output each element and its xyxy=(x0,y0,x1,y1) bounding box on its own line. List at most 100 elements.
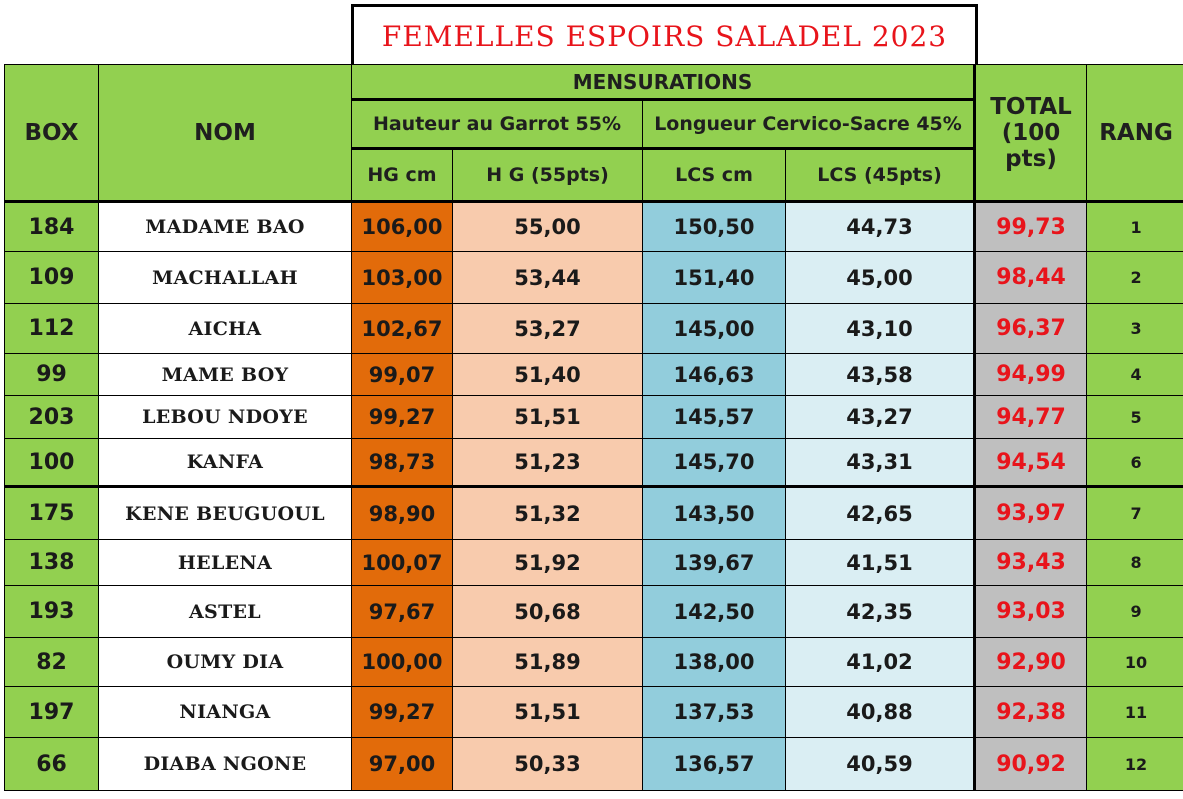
hg-pts-cell: 55,00 xyxy=(452,201,643,252)
total-cell: 93,97 xyxy=(974,485,1088,540)
rang-cell: 1 xyxy=(1086,201,1183,252)
table-row: 193 ASTEL 97,67 50,68 142,50 42,35 93,03… xyxy=(4,585,1183,638)
box-cell: 203 xyxy=(4,395,99,439)
box-cell: 175 xyxy=(4,485,99,540)
hg-pts-cell: 53,27 xyxy=(452,303,643,354)
box-cell: 112 xyxy=(4,303,99,354)
table-row: 203 LEBOU NDOYE 99,27 51,51 145,57 43,27… xyxy=(4,395,1183,439)
rang-cell: 9 xyxy=(1086,585,1183,638)
header-box: BOX xyxy=(4,64,99,203)
results-table: BOX NOM MENSURATIONS TOTAL (100 pts) RAN… xyxy=(4,64,1183,791)
header-lcs-pts: LCS (45pts) xyxy=(784,148,977,203)
box-cell: 100 xyxy=(4,438,99,487)
total-cell: 92,90 xyxy=(974,637,1088,687)
rang-cell: 2 xyxy=(1086,251,1183,304)
box-cell: 138 xyxy=(4,539,99,586)
hg-cm-cell: 99,27 xyxy=(351,686,453,738)
lcs-cm-cell: 150,50 xyxy=(642,201,786,252)
hg-pts-cell: 51,40 xyxy=(452,353,643,396)
total-cell: 94,54 xyxy=(974,438,1088,487)
name-cell: AICHA xyxy=(98,303,352,354)
rang-cell: 5 xyxy=(1086,395,1183,439)
table-row: 82 OUMY DIA 100,00 51,89 138,00 41,02 92… xyxy=(4,637,1183,687)
lcs-pts-cell: 45,00 xyxy=(784,251,977,304)
total-cell: 94,77 xyxy=(974,395,1088,439)
lcs-cm-cell: 139,67 xyxy=(642,539,786,586)
lcs-cm-cell: 142,50 xyxy=(642,585,786,638)
lcs-cm-cell: 146,63 xyxy=(642,353,786,396)
total-cell: 94,99 xyxy=(974,353,1088,396)
hg-pts-cell: 53,44 xyxy=(452,251,643,304)
hg-cm-cell: 99,07 xyxy=(351,353,453,396)
name-cell: KENE BEUGUOUL xyxy=(98,485,352,540)
name-cell: MADAME BAO xyxy=(98,201,352,252)
lcs-cm-cell: 145,57 xyxy=(642,395,786,439)
lcs-cm-cell: 143,50 xyxy=(642,485,786,540)
lcs-pts-cell: 40,59 xyxy=(784,737,977,791)
hg-pts-cell: 51,32 xyxy=(452,485,643,540)
lcs-cm-cell: 145,70 xyxy=(642,438,786,487)
total-cell: 99,73 xyxy=(974,201,1088,252)
table-row: 100 KANFA 98,73 51,23 145,70 43,31 94,54… xyxy=(4,438,1183,487)
rang-cell: 6 xyxy=(1086,438,1183,487)
lcs-cm-cell: 145,00 xyxy=(642,303,786,354)
name-cell: ASTEL xyxy=(98,585,352,638)
header-lcs-cm: LCS cm xyxy=(642,148,786,203)
rang-cell: 12 xyxy=(1086,737,1183,791)
hg-cm-cell: 98,73 xyxy=(351,438,453,487)
hg-pts-cell: 51,51 xyxy=(452,395,643,439)
lcs-pts-cell: 43,31 xyxy=(784,438,977,487)
box-cell: 184 xyxy=(4,201,99,252)
box-cell: 109 xyxy=(4,251,99,304)
header-hg-cm: HG cm xyxy=(351,148,453,203)
total-cell: 93,43 xyxy=(974,539,1088,586)
box-cell: 193 xyxy=(4,585,99,638)
hg-cm-cell: 106,00 xyxy=(351,201,453,252)
box-cell: 99 xyxy=(4,353,99,396)
table-row: 109 MACHALLAH 103,00 53,44 151,40 45,00 … xyxy=(4,251,1183,304)
hg-pts-cell: 50,33 xyxy=(452,737,643,791)
lcs-pts-cell: 43,27 xyxy=(784,395,977,439)
hg-cm-cell: 99,27 xyxy=(351,395,453,439)
hg-pts-cell: 50,68 xyxy=(452,585,643,638)
hg-pts-cell: 51,89 xyxy=(452,637,643,687)
rang-cell: 10 xyxy=(1086,637,1183,687)
rang-cell: 3 xyxy=(1086,303,1183,354)
lcs-pts-cell: 42,35 xyxy=(784,585,977,638)
total-cell: 98,44 xyxy=(974,251,1088,304)
lcs-pts-cell: 42,65 xyxy=(784,485,977,540)
header-total: TOTAL (100 pts) xyxy=(974,64,1088,203)
box-cell: 82 xyxy=(4,637,99,687)
lcs-pts-cell: 43,58 xyxy=(784,353,977,396)
title-border xyxy=(975,4,978,64)
page-title: FEMELLES ESPOIRS SALADEL 2023 xyxy=(351,4,978,66)
name-cell: MACHALLAH xyxy=(98,251,352,304)
hg-cm-cell: 100,00 xyxy=(351,637,453,687)
table-row: 138 HELENA 100,07 51,92 139,67 41,51 93,… xyxy=(4,539,1183,586)
hg-pts-cell: 51,51 xyxy=(452,686,643,738)
table-row: 99 MAME BOY 99,07 51,40 146,63 43,58 94,… xyxy=(4,353,1183,396)
table-row: 66 DIABA NGONE 97,00 50,33 136,57 40,59 … xyxy=(4,737,1183,791)
hg-cm-cell: 100,07 xyxy=(351,539,453,586)
hg-cm-cell: 103,00 xyxy=(351,251,453,304)
hg-pts-cell: 51,92 xyxy=(452,539,643,586)
lcs-cm-cell: 151,40 xyxy=(642,251,786,304)
hg-pts-cell: 51,23 xyxy=(452,438,643,487)
table-row: 112 AICHA 102,67 53,27 145,00 43,10 96,3… xyxy=(4,303,1183,354)
hg-cm-cell: 98,90 xyxy=(351,485,453,540)
box-cell: 66 xyxy=(4,737,99,791)
lcs-pts-cell: 41,02 xyxy=(784,637,977,687)
hg-cm-cell: 102,67 xyxy=(351,303,453,354)
name-cell: MAME BOY xyxy=(98,353,352,396)
lcs-cm-cell: 137,53 xyxy=(642,686,786,738)
rang-cell: 7 xyxy=(1086,485,1183,540)
header-total-line1: TOTAL xyxy=(990,93,1072,120)
lcs-pts-cell: 43,10 xyxy=(784,303,977,354)
total-cell: 92,38 xyxy=(974,686,1088,738)
total-cell: 96,37 xyxy=(974,303,1088,354)
lcs-pts-cell: 41,51 xyxy=(784,539,977,586)
total-cell: 90,92 xyxy=(974,737,1088,791)
header-total-line2: (100 pts) xyxy=(1001,119,1061,172)
hg-cm-cell: 97,67 xyxy=(351,585,453,638)
table-row: 175 KENE BEUGUOUL 98,90 51,32 143,50 42,… xyxy=(4,485,1183,540)
